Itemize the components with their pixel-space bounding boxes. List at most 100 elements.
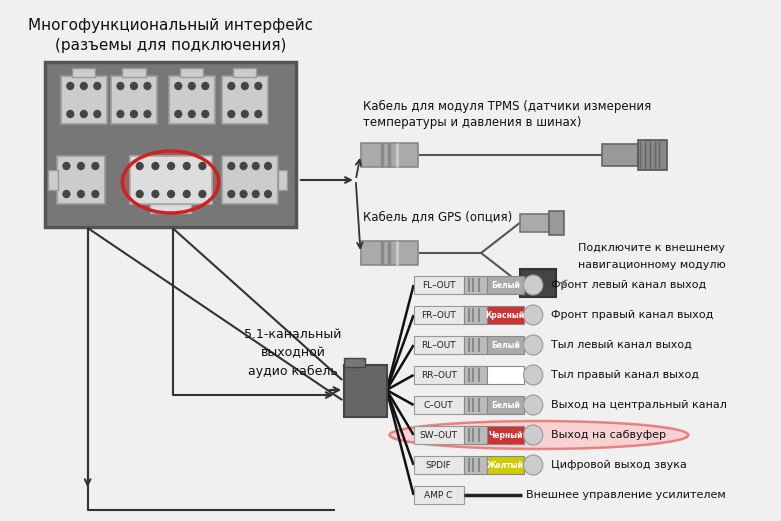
Bar xyxy=(130,156,212,204)
Text: Многофункциональный интерфейс: Многофункциональный интерфейс xyxy=(28,18,313,33)
Circle shape xyxy=(523,275,543,295)
Bar xyxy=(414,396,464,414)
Circle shape xyxy=(202,82,209,90)
Bar xyxy=(414,456,464,474)
Bar xyxy=(519,269,556,297)
Bar xyxy=(222,156,277,204)
Bar xyxy=(464,396,487,414)
Circle shape xyxy=(188,110,195,118)
Circle shape xyxy=(188,82,195,90)
Bar xyxy=(464,426,487,444)
Text: (разъемы для подключения): (разъемы для подключения) xyxy=(55,38,287,53)
Circle shape xyxy=(523,335,543,355)
Circle shape xyxy=(255,82,262,90)
Bar xyxy=(361,143,419,167)
Circle shape xyxy=(152,191,159,197)
Circle shape xyxy=(117,110,124,118)
Bar xyxy=(464,366,487,384)
Circle shape xyxy=(241,110,248,118)
Text: навигационному модулю: навигационному модулю xyxy=(577,260,726,270)
Circle shape xyxy=(77,191,84,197)
Bar xyxy=(519,214,548,232)
Circle shape xyxy=(184,163,190,169)
Circle shape xyxy=(94,110,101,118)
Bar xyxy=(344,358,366,367)
Bar xyxy=(414,306,464,324)
Circle shape xyxy=(117,82,124,90)
Text: SW–OUT: SW–OUT xyxy=(419,430,458,440)
Circle shape xyxy=(67,82,73,90)
Text: SPDIF: SPDIF xyxy=(426,461,451,469)
Text: Подключите к внешнему: Подключите к внешнему xyxy=(577,243,725,253)
Text: Фронт левый канал выход: Фронт левый канал выход xyxy=(551,280,706,290)
Text: Кабель для GPS (опция): Кабель для GPS (опция) xyxy=(363,210,512,223)
Bar xyxy=(45,62,296,227)
Text: RR–OUT: RR–OUT xyxy=(421,370,457,379)
Bar xyxy=(487,336,523,354)
Circle shape xyxy=(63,191,70,197)
Text: Внешнее управление усилителем: Внешнее управление усилителем xyxy=(526,490,726,500)
Bar xyxy=(464,456,487,474)
Circle shape xyxy=(92,163,98,169)
Text: Цифровой выход звука: Цифровой выход звука xyxy=(551,460,686,470)
Bar xyxy=(601,144,638,166)
Bar xyxy=(414,336,464,354)
Circle shape xyxy=(168,191,174,197)
Bar xyxy=(344,365,387,417)
Bar xyxy=(548,211,564,235)
Circle shape xyxy=(199,163,205,169)
Circle shape xyxy=(92,191,98,197)
Text: аудио кабель: аудио кабель xyxy=(248,365,338,378)
Bar xyxy=(61,76,107,124)
Circle shape xyxy=(67,110,73,118)
Text: 5.1-канальный: 5.1-канальный xyxy=(244,329,342,341)
Circle shape xyxy=(144,82,151,90)
Text: FL–OUT: FL–OUT xyxy=(422,280,455,290)
Circle shape xyxy=(252,163,259,169)
Circle shape xyxy=(523,395,543,415)
Text: Выход на сабвуфер: Выход на сабвуфер xyxy=(551,430,665,440)
Bar xyxy=(111,76,157,124)
Bar xyxy=(487,366,523,384)
Circle shape xyxy=(184,191,190,197)
Text: Красный: Красный xyxy=(486,311,525,319)
Text: Черный: Черный xyxy=(488,430,522,440)
Bar xyxy=(414,486,464,504)
Bar xyxy=(57,156,105,204)
Circle shape xyxy=(80,110,87,118)
Circle shape xyxy=(175,82,182,90)
Circle shape xyxy=(241,82,248,90)
Circle shape xyxy=(94,82,101,90)
Text: AMP C: AMP C xyxy=(425,490,453,500)
Text: Белый: Белый xyxy=(490,280,519,290)
Bar xyxy=(487,456,523,474)
Bar xyxy=(487,306,523,324)
Circle shape xyxy=(77,163,84,169)
Bar xyxy=(487,426,523,444)
Circle shape xyxy=(523,365,543,385)
Circle shape xyxy=(523,305,543,325)
Circle shape xyxy=(255,110,262,118)
Bar xyxy=(487,396,523,414)
Circle shape xyxy=(130,82,137,90)
Circle shape xyxy=(199,191,205,197)
Text: температуры и давления в шинах): температуры и давления в шинах) xyxy=(363,116,582,129)
Ellipse shape xyxy=(390,421,688,449)
Text: Тыл левый канал выход: Тыл левый канал выход xyxy=(551,340,691,350)
Circle shape xyxy=(523,425,543,445)
Text: Тыл правый канал выход: Тыл правый канал выход xyxy=(551,370,698,380)
Bar xyxy=(180,68,203,77)
Bar xyxy=(414,276,464,294)
Circle shape xyxy=(252,191,259,197)
Bar xyxy=(150,204,191,213)
Text: Выход на центральный канал: Выход на центральный канал xyxy=(551,400,726,410)
Circle shape xyxy=(137,163,143,169)
Circle shape xyxy=(241,163,247,169)
Bar xyxy=(638,140,667,170)
Circle shape xyxy=(228,82,235,90)
Text: Фронт правый канал выход: Фронт правый канал выход xyxy=(551,310,713,320)
Text: Кабель для модуля TPMS (датчики измерения: Кабель для модуля TPMS (датчики измерени… xyxy=(363,100,651,113)
Text: Белый: Белый xyxy=(490,401,519,410)
Circle shape xyxy=(137,191,143,197)
Text: FR–OUT: FR–OUT xyxy=(421,311,456,319)
